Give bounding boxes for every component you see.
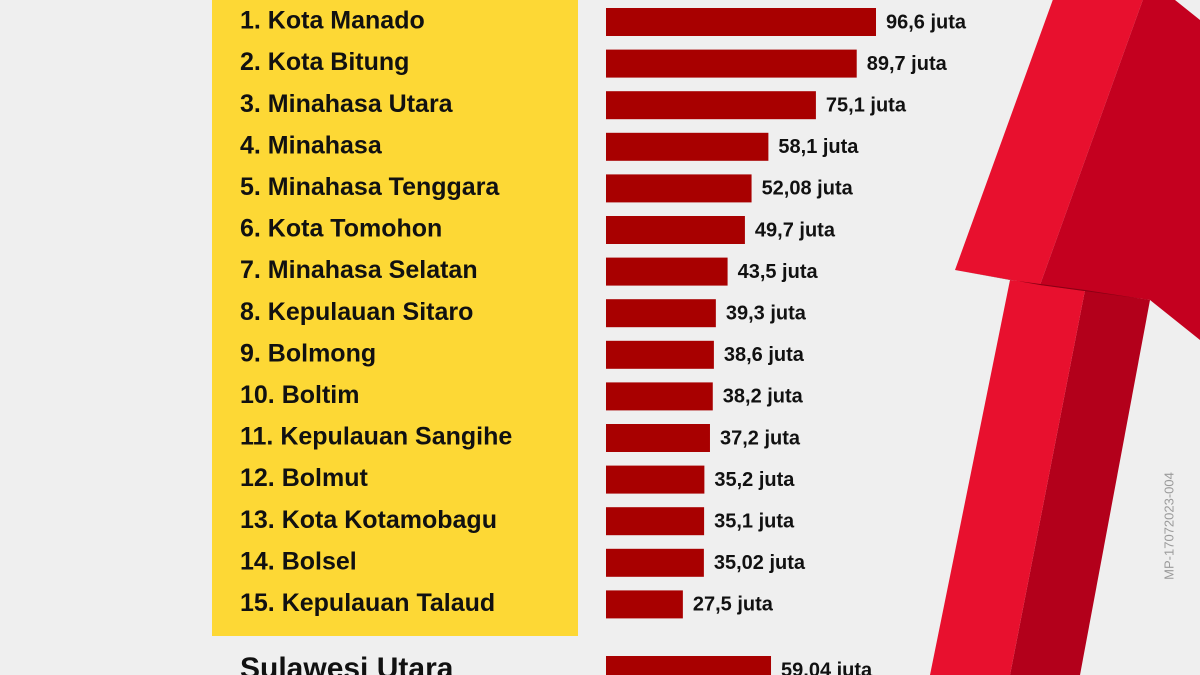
watermark: MP-17072023-004	[1161, 472, 1176, 580]
value-label: 58,1 juta	[778, 136, 859, 158]
value-label: 35,2 juta	[714, 469, 795, 491]
category-label: 4. Minahasa	[240, 131, 383, 159]
bar	[606, 174, 752, 203]
bar	[606, 340, 714, 369]
category-label: 12. Bolmut	[240, 464, 368, 492]
category-label: 15. Kepulauan Talaud	[240, 589, 495, 617]
bar	[606, 132, 769, 161]
bar	[606, 656, 772, 675]
category-label: 5. Minahasa Tenggara	[240, 173, 500, 201]
value-label: 75,1 juta	[826, 94, 907, 116]
value-label: 43,5 juta	[738, 261, 819, 283]
category-label: 6. Kota Tomohon	[240, 215, 442, 243]
bar	[606, 49, 857, 78]
value-label: 89,7 juta	[867, 53, 948, 75]
value-label: 38,6 juta	[724, 344, 805, 366]
value-label: 27,5 juta	[693, 594, 774, 616]
value-label: 52,08 juta	[762, 178, 854, 200]
value-label: 35,02 juta	[714, 552, 806, 574]
category-label: 14. Bolsel	[240, 547, 357, 575]
bar	[606, 257, 728, 286]
bar	[606, 424, 710, 452]
value-label: 49,7 juta	[755, 219, 836, 241]
arrow	[930, 0, 1200, 675]
bar	[606, 465, 705, 494]
bar	[606, 548, 704, 577]
category-label: 11. Kepulauan Sangihe	[240, 423, 512, 451]
value-label: 38,2 juta	[723, 386, 804, 408]
bar	[606, 590, 683, 619]
category-label: Sulawesi Utara	[240, 652, 454, 675]
bar	[606, 8, 876, 36]
category-label: 3. Minahasa Utara	[240, 90, 454, 118]
category-label: 8. Kepulauan Sitaro	[240, 298, 473, 326]
label-panel	[212, 0, 578, 636]
value-label: 37,2 juta	[720, 427, 801, 449]
category-label: 9. Bolmong	[240, 339, 376, 367]
category-label: 2. Kota Bitung	[240, 48, 409, 76]
bar	[606, 507, 705, 536]
bar	[606, 299, 716, 328]
value-label: 96,6 juta	[886, 11, 967, 33]
category-label: 7. Minahasa Selatan	[240, 256, 478, 284]
category-label: 10. Boltim	[240, 381, 359, 409]
bar	[606, 382, 713, 411]
value-label: 59,04 juta	[781, 659, 873, 675]
bar	[606, 91, 816, 120]
bar	[606, 216, 745, 244]
category-label: 13. Kota Kotamobagu	[240, 506, 497, 534]
value-label: 35,1 juta	[714, 510, 795, 532]
value-label: 39,3 juta	[726, 302, 807, 324]
category-label: 1. Kota Manado	[240, 7, 425, 35]
